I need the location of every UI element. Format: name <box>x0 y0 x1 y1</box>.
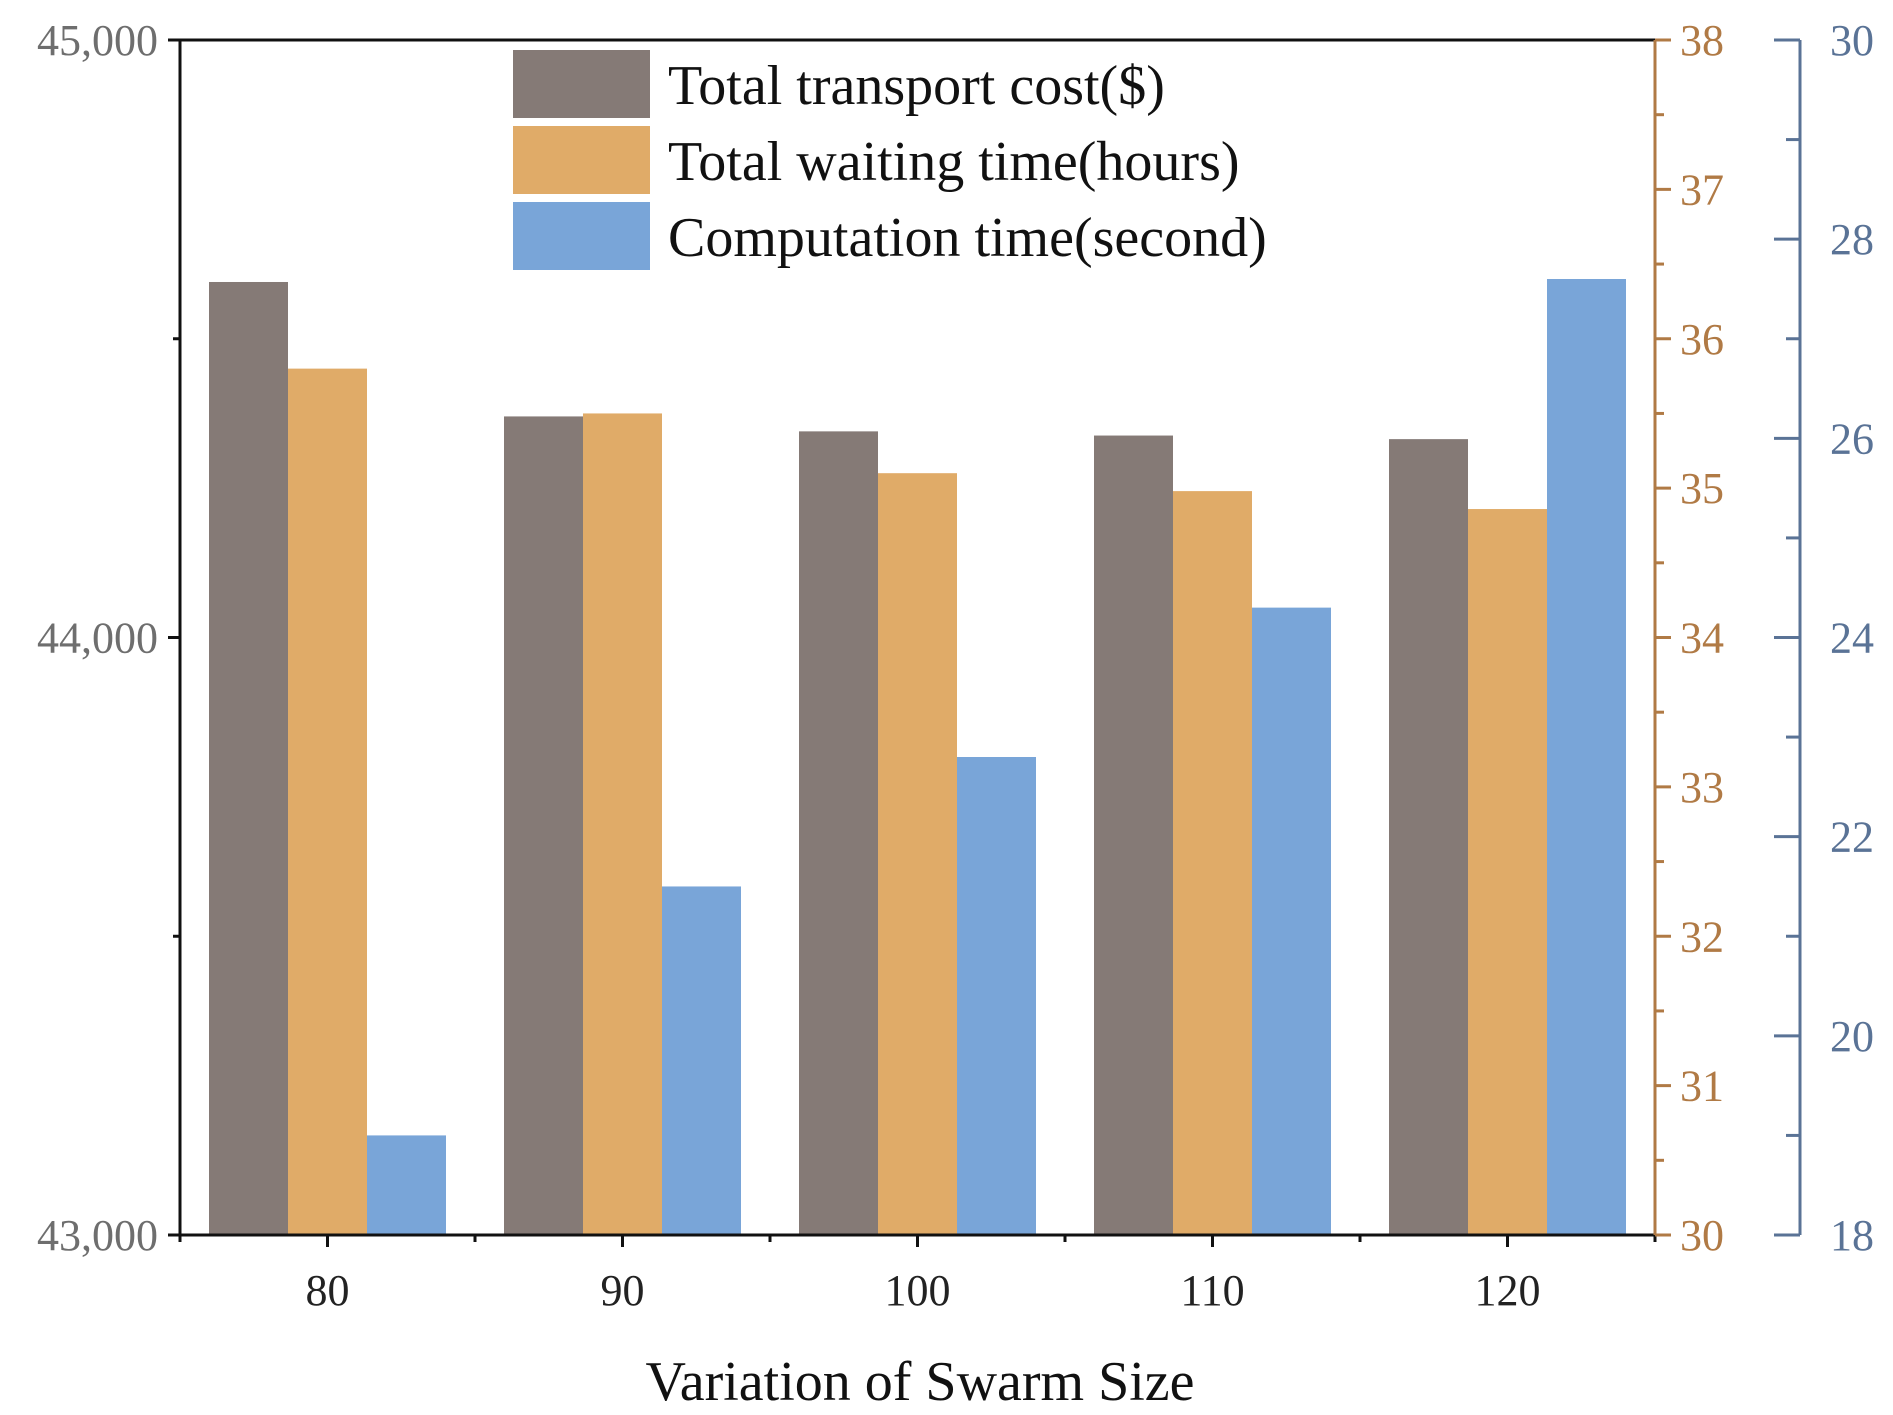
right-waiting-tick-label: 30 <box>1680 1211 1724 1260</box>
left-tick-label: 45,000 <box>37 16 158 65</box>
bar-transport-cost-80 <box>209 281 288 1235</box>
legend-label-transport-cost: Total transport cost($) <box>668 55 1165 117</box>
x-tick-label: 90 <box>601 1266 645 1315</box>
right-waiting-tick-label: 36 <box>1680 315 1724 364</box>
bars-layer <box>209 279 1626 1236</box>
bar-computation-time-80 <box>367 1135 446 1235</box>
bar-transport-cost-120 <box>1389 439 1468 1235</box>
bar-waiting-time-110 <box>1173 491 1252 1235</box>
bar-waiting-time-90 <box>583 413 662 1235</box>
right-waiting-tick-label: 33 <box>1680 763 1724 812</box>
right-computation-tick-label: 18 <box>1830 1211 1874 1260</box>
left-tick-label: 44,000 <box>37 614 158 663</box>
x-tick-label: 100 <box>885 1266 951 1315</box>
right-computation-tick-label: 22 <box>1830 813 1874 862</box>
right-waiting-tick-label: 38 <box>1680 16 1724 65</box>
legend: Total transport cost($) Total waiting ti… <box>513 50 1267 270</box>
bar-transport-cost-100 <box>799 431 878 1235</box>
legend-swatch-waiting-time <box>513 126 650 194</box>
legend-label-waiting-time: Total waiting time(hours) <box>668 131 1240 193</box>
bar-transport-cost-90 <box>504 416 583 1235</box>
left-tick-label: 43,000 <box>37 1211 158 1260</box>
bar-computation-time-90 <box>662 886 741 1235</box>
right-computation-tick-label: 30 <box>1830 16 1874 65</box>
axes-layer: 43,000 44,000 45,000 80 90 100 110 120 30 31 32 33 3… <box>37 16 1874 1315</box>
right-computation-tick-label: 20 <box>1830 1012 1874 1061</box>
bar-waiting-time-80 <box>288 368 367 1235</box>
bar-waiting-time-100 <box>878 473 957 1235</box>
x-tick-label: 110 <box>1180 1266 1244 1315</box>
right-waiting-tick-label: 37 <box>1680 165 1724 214</box>
right-computation-tick-label: 26 <box>1830 414 1874 463</box>
right-waiting-tick-label: 35 <box>1680 464 1724 513</box>
bar-computation-time-100 <box>957 757 1036 1235</box>
x-tick-label: 120 <box>1475 1266 1541 1315</box>
legend-swatch-computation-time <box>513 202 650 270</box>
bar-transport-cost-110 <box>1094 435 1173 1235</box>
bar-computation-time-110 <box>1252 607 1331 1235</box>
right-waiting-tick-label: 34 <box>1680 614 1724 663</box>
legend-label-computation-time: Computation time(second) <box>668 207 1267 269</box>
legend-swatch-transport-cost <box>513 50 650 118</box>
right-computation-tick-label: 28 <box>1830 215 1874 264</box>
x-tick-label: 80 <box>306 1266 350 1315</box>
bar-computation-time-120 <box>1547 279 1626 1235</box>
bar-waiting-time-120 <box>1468 509 1547 1236</box>
right-waiting-tick-label: 32 <box>1680 912 1724 961</box>
right-waiting-tick-label: 31 <box>1680 1062 1724 1111</box>
right-computation-tick-label: 24 <box>1830 614 1874 663</box>
x-axis-title: Variation of Swarm Size <box>646 1351 1195 1413</box>
